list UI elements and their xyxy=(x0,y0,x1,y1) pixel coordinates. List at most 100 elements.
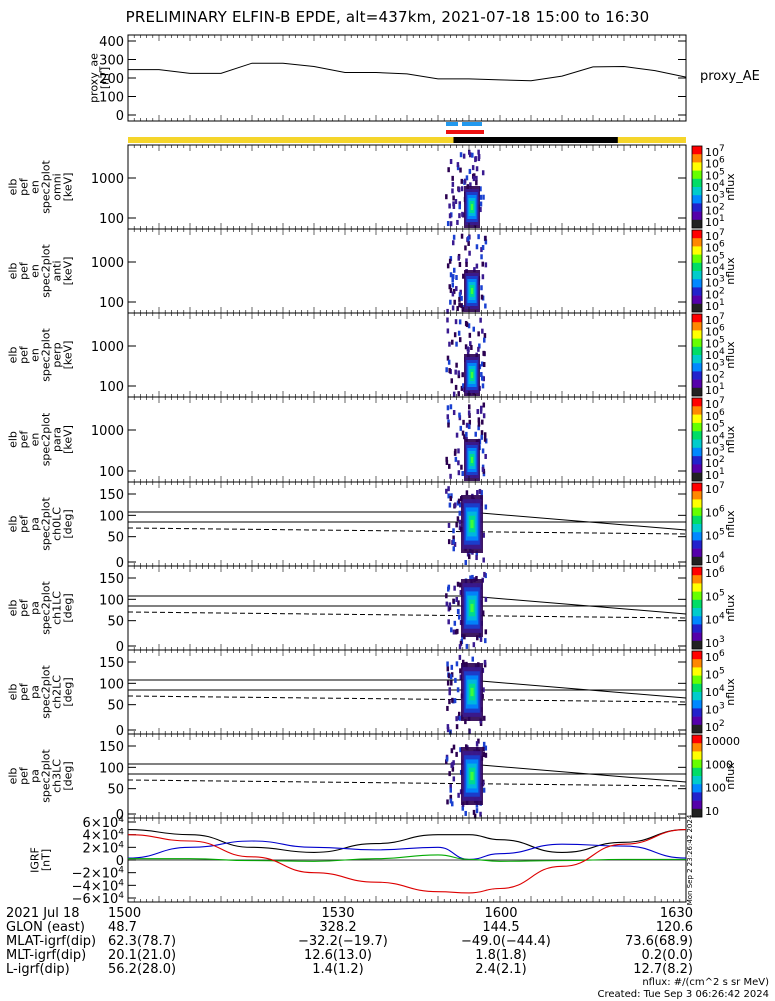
y-tick-label: 400 xyxy=(99,35,124,50)
ylabel-line: elb xyxy=(7,263,20,280)
data-pixel xyxy=(461,211,464,217)
data-pixel xyxy=(477,738,480,744)
data-pixel xyxy=(448,368,451,374)
data-pixel xyxy=(446,705,449,711)
data-pixel xyxy=(453,585,456,591)
colorbar-label: nflux xyxy=(724,173,737,201)
data-pixel xyxy=(480,247,483,253)
data-pixel xyxy=(446,727,450,733)
data-pixel xyxy=(448,463,451,469)
data-pixel xyxy=(451,240,455,246)
data-pixel xyxy=(476,635,479,641)
data-pixel xyxy=(481,245,485,251)
y-tick-label: 1000 xyxy=(91,172,124,187)
colorbar-segment xyxy=(692,548,702,558)
data-pixel xyxy=(446,263,450,269)
ylabel-line: pa xyxy=(29,769,42,783)
data-pixel xyxy=(460,233,464,239)
data-pixel xyxy=(467,240,470,246)
data-pixel xyxy=(475,175,478,181)
data-pixel xyxy=(468,332,472,338)
data-pixel xyxy=(478,488,482,494)
data-pixel xyxy=(481,466,485,472)
data-pixel xyxy=(482,362,486,368)
data-pixel xyxy=(459,167,462,173)
data-pixel xyxy=(456,608,460,614)
colorbar-segment xyxy=(692,464,702,473)
data-pixel xyxy=(457,370,460,376)
ylabel-line: spec2plot xyxy=(40,749,53,803)
data-pixel xyxy=(449,404,453,410)
data-pixel xyxy=(452,203,456,209)
ylabel-line: [deg] xyxy=(62,677,75,706)
data-pixel xyxy=(450,493,453,499)
data-pixel xyxy=(477,149,480,155)
y-tick-label: 100 xyxy=(99,212,124,227)
colorbar-segment xyxy=(692,524,702,533)
colorbar-segment xyxy=(692,146,702,155)
data-pixel xyxy=(471,152,474,158)
y-tick-label: −6×104 xyxy=(72,891,125,907)
ylabel-line: ch2LC xyxy=(51,675,64,709)
colorbar-segment xyxy=(692,716,702,726)
colorbar-frame xyxy=(691,313,703,397)
data-pixel xyxy=(465,422,469,428)
data-pixel xyxy=(451,181,455,187)
data-pixel xyxy=(457,330,461,336)
data-pixel xyxy=(449,798,453,804)
data-pixel xyxy=(458,262,462,268)
ylabel-line: omni xyxy=(51,173,64,200)
colorbar-segment xyxy=(692,472,702,482)
igrf-series-3 xyxy=(127,829,687,894)
data-pixel xyxy=(445,593,448,599)
data-pixel xyxy=(479,186,482,192)
data-pixel xyxy=(465,643,469,649)
data-pixel xyxy=(446,317,449,323)
data-pixel xyxy=(475,575,478,581)
footer-cell: 1500 xyxy=(108,906,142,921)
data-pixel xyxy=(448,203,451,209)
colorbar-segment xyxy=(692,675,702,685)
ylabel-line: elb xyxy=(7,347,20,364)
footer-row-label: L-igrf(dip) xyxy=(6,962,70,977)
data-pixel xyxy=(462,153,466,159)
colorbar-frame xyxy=(691,566,703,650)
data-pixel xyxy=(453,299,456,305)
y-tick-label: 4×104 xyxy=(83,828,125,844)
data-pixel xyxy=(455,661,459,667)
colorbar-segment xyxy=(692,667,702,676)
colorbar-tick-label: 100 xyxy=(705,782,726,795)
y-tick-label: 0 xyxy=(116,854,124,869)
ylabel-line: pef xyxy=(18,766,31,785)
data-pixel xyxy=(448,258,452,264)
data-pixel xyxy=(454,384,458,390)
data-pixel xyxy=(481,610,485,616)
ylabel-line: spec2plot xyxy=(40,160,53,214)
footer-cell: 2.4(2.1) xyxy=(475,962,527,977)
data-pixel xyxy=(465,322,469,328)
data-pixel xyxy=(448,690,451,696)
data-pixel xyxy=(467,323,471,329)
ylabel-line: spec2plot xyxy=(40,244,53,298)
ylabel-line: en xyxy=(29,264,42,278)
data-pixel xyxy=(484,629,488,635)
status-bar-blue xyxy=(462,122,482,126)
colorbar-segment xyxy=(692,398,702,407)
data-pixel xyxy=(480,375,484,381)
panel-en_anti: 1000 100 xyxy=(91,228,687,314)
y-tick-label: 1000 xyxy=(91,340,124,355)
data-pixel xyxy=(448,605,452,611)
ylabel-line: anti xyxy=(51,260,64,281)
loss-cone-line xyxy=(468,595,687,615)
colorbar-segment xyxy=(692,203,702,212)
ylabel-line: elb xyxy=(7,431,20,448)
colorbar-tick-label: 101 xyxy=(705,298,725,313)
y-tick-label: 0 xyxy=(116,109,124,124)
footer-cell: 120.6 xyxy=(655,920,693,935)
data-pixel xyxy=(482,402,486,408)
